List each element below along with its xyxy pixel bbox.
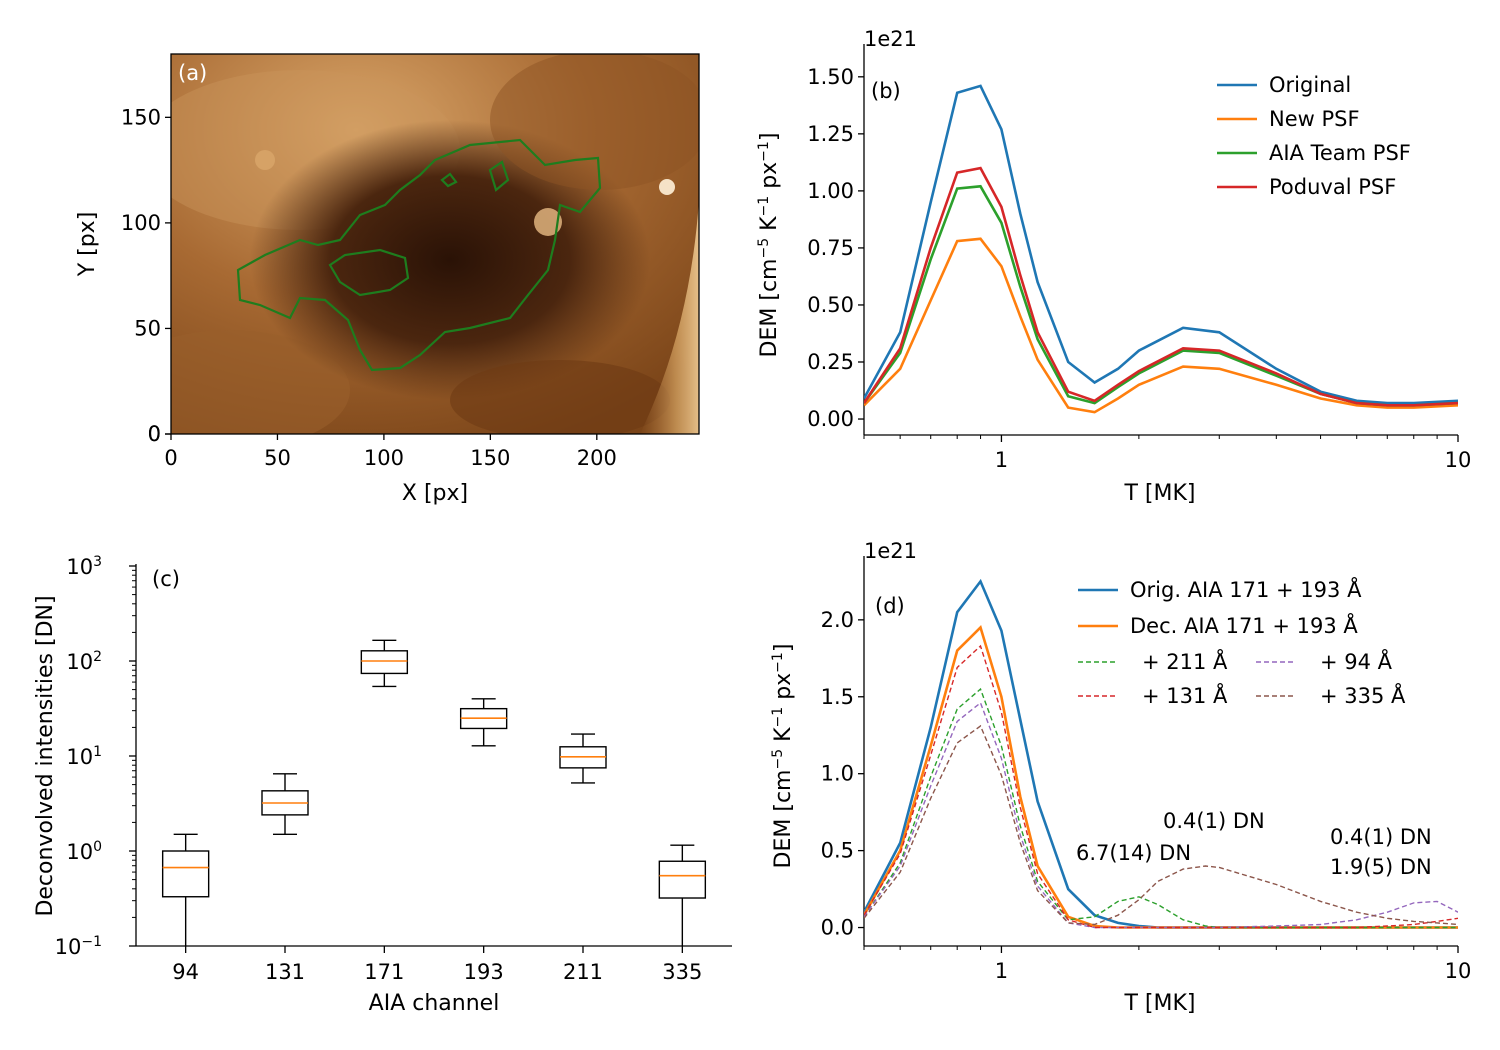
panel-c-ylabel: Deconvolved intensities [DN] — [33, 595, 58, 916]
x-tick-label: 1 — [995, 448, 1008, 472]
panel-d: 1 10 0.0 0.5 1.0 1.5 2.0 (d) 1e21 T [MK] DEM [… — [770, 539, 1471, 1016]
panel-b: 1 10 0.00 0.25 0.50 0.75 1.00 1.25 1.50 (b) 1e21… — [756, 27, 1471, 506]
y-tick-label: 2.0 — [821, 608, 854, 632]
x-tick-label: 100 — [364, 446, 404, 470]
x-tick-label: 10 — [1445, 959, 1472, 983]
panel-b-xlabel: T [MK] — [1123, 481, 1195, 506]
box-body — [360, 650, 409, 675]
panel-a-ylabel: Y [px] — [75, 212, 100, 278]
x-tick-label: 171 — [364, 960, 404, 984]
panel-d-axes: 1 10 0.0 0.5 1.0 1.5 2.0 — [821, 556, 1472, 983]
panel-b-legend: Original New PSF AIA Team PSF Poduval PSF — [1217, 73, 1411, 199]
y-tick-label: 0.50 — [807, 293, 854, 317]
x-tick-label: 131 — [265, 960, 305, 984]
y-tick-label: 1.5 — [821, 685, 854, 709]
annotation-211: 6.7(14) DN — [1076, 841, 1191, 865]
panel-a-label: (a) — [178, 61, 207, 85]
y-tick-label: 50 — [134, 316, 161, 340]
legend-label: AIA Team PSF — [1269, 141, 1411, 165]
box-body — [658, 860, 707, 899]
x-tick-label: 193 — [464, 960, 504, 984]
coronal-hole-island — [328, 248, 410, 297]
y-tick-label: 0.00 — [807, 407, 854, 431]
y-tick-label: 0.75 — [807, 236, 854, 260]
panel-c-boxes — [161, 639, 707, 946]
legend-label: + 211 Å — [1142, 648, 1228, 674]
legend-label: New PSF — [1269, 107, 1360, 131]
x-tick-label: 150 — [470, 446, 510, 470]
panel-b-label: (b) — [871, 79, 901, 103]
legend-label: Original — [1269, 73, 1351, 97]
x-tick-label: 50 — [264, 446, 291, 470]
y-tick-label: 1.25 — [807, 122, 854, 146]
series-line — [864, 84, 1458, 405]
annotation-94: 0.4(1) DN — [1330, 825, 1432, 849]
y-tick-label: 101 — [66, 744, 102, 769]
panel-a-xlabel: X [px] — [402, 481, 468, 506]
series-line — [864, 184, 1458, 407]
x-tick-label: 335 — [662, 960, 702, 984]
box-body — [161, 850, 210, 898]
legend-label: + 131 Å — [1142, 682, 1228, 708]
panel-c-label: (c) — [152, 567, 180, 591]
legend-label: + 335 Å — [1320, 682, 1406, 708]
panel-b-lines — [864, 84, 1458, 414]
y-tick-label: 102 — [66, 649, 102, 674]
x-tick-label: 1 — [995, 959, 1008, 983]
series-line — [864, 237, 1458, 414]
y-tick-label: 100 — [121, 211, 161, 235]
annotation-335: 0.4(1) DN — [1163, 809, 1265, 833]
y-tick-label: 0 — [148, 422, 161, 446]
y-tick-label: 1.50 — [807, 65, 854, 89]
x-tick-label: 200 — [577, 446, 617, 470]
panel-d-lines — [864, 578, 1458, 929]
x-tick-label: 94 — [172, 960, 199, 984]
y-tick-label: 0.0 — [821, 916, 854, 940]
legend-label: Orig. AIA 171 + 193 Å — [1130, 576, 1362, 602]
series-line — [864, 701, 1458, 929]
y-tick-label: 0.25 — [807, 350, 854, 374]
series-line — [864, 724, 1458, 926]
coronal-hole-contour — [236, 138, 602, 372]
legend-label: + 94 Å — [1320, 648, 1393, 674]
panel-d-offset-text: 1e21 — [864, 539, 917, 563]
panel-c-axes: 10−1 100 101 102 103 94 131 171 193 211 335 — [55, 554, 732, 984]
panel-d-ylabel: DEM [cm−5 K−1 px−1] — [770, 644, 796, 869]
panel-b-offset-text: 1e21 — [864, 27, 917, 51]
solar-image — [171, 54, 699, 434]
annotation-131: 1.9(5) DN — [1330, 855, 1432, 879]
panel-b-ylabel: DEM [cm−5 K−1 px−1] — [756, 133, 782, 358]
y-tick-label: 1.0 — [821, 762, 854, 786]
panel-b-axes: 1 10 0.00 0.25 0.50 0.75 1.00 1.25 1.50 — [807, 44, 1471, 472]
coronal-hole-blob — [440, 172, 458, 188]
y-tick-label: 150 — [121, 105, 161, 129]
x-tick-label: 0 — [164, 446, 177, 470]
y-tick-label: 100 — [66, 839, 102, 864]
legend-label: Dec. AIA 171 + 193 Å — [1130, 612, 1358, 638]
y-tick-label: 103 — [66, 554, 102, 579]
x-tick-label: 10 — [1445, 448, 1472, 472]
series-line — [864, 687, 1458, 929]
panel-c: 10−1 100 101 102 103 94 131 171 193 211 335 (c) AI… — [33, 554, 732, 1016]
legend-label: Poduval PSF — [1269, 175, 1396, 199]
series-line — [864, 166, 1458, 407]
series-line — [864, 644, 1458, 929]
panel-d-label: (d) — [875, 594, 905, 618]
y-tick-label: 1.00 — [807, 179, 854, 203]
coronal-hole-blob — [488, 160, 510, 192]
y-tick-label: 0 — [148, 422, 161, 446]
panel-d-xlabel: T [MK] — [1123, 991, 1195, 1016]
y-tick-label: 0.5 — [821, 839, 854, 863]
panel-d-legend: Orig. AIA 171 + 193 Å Dec. AIA 171 + 193 … — [1078, 576, 1406, 708]
panel-c-xlabel: AIA channel — [369, 991, 500, 1016]
y-tick-label: 10−1 — [55, 934, 102, 959]
x-tick-label: 211 — [563, 960, 603, 984]
